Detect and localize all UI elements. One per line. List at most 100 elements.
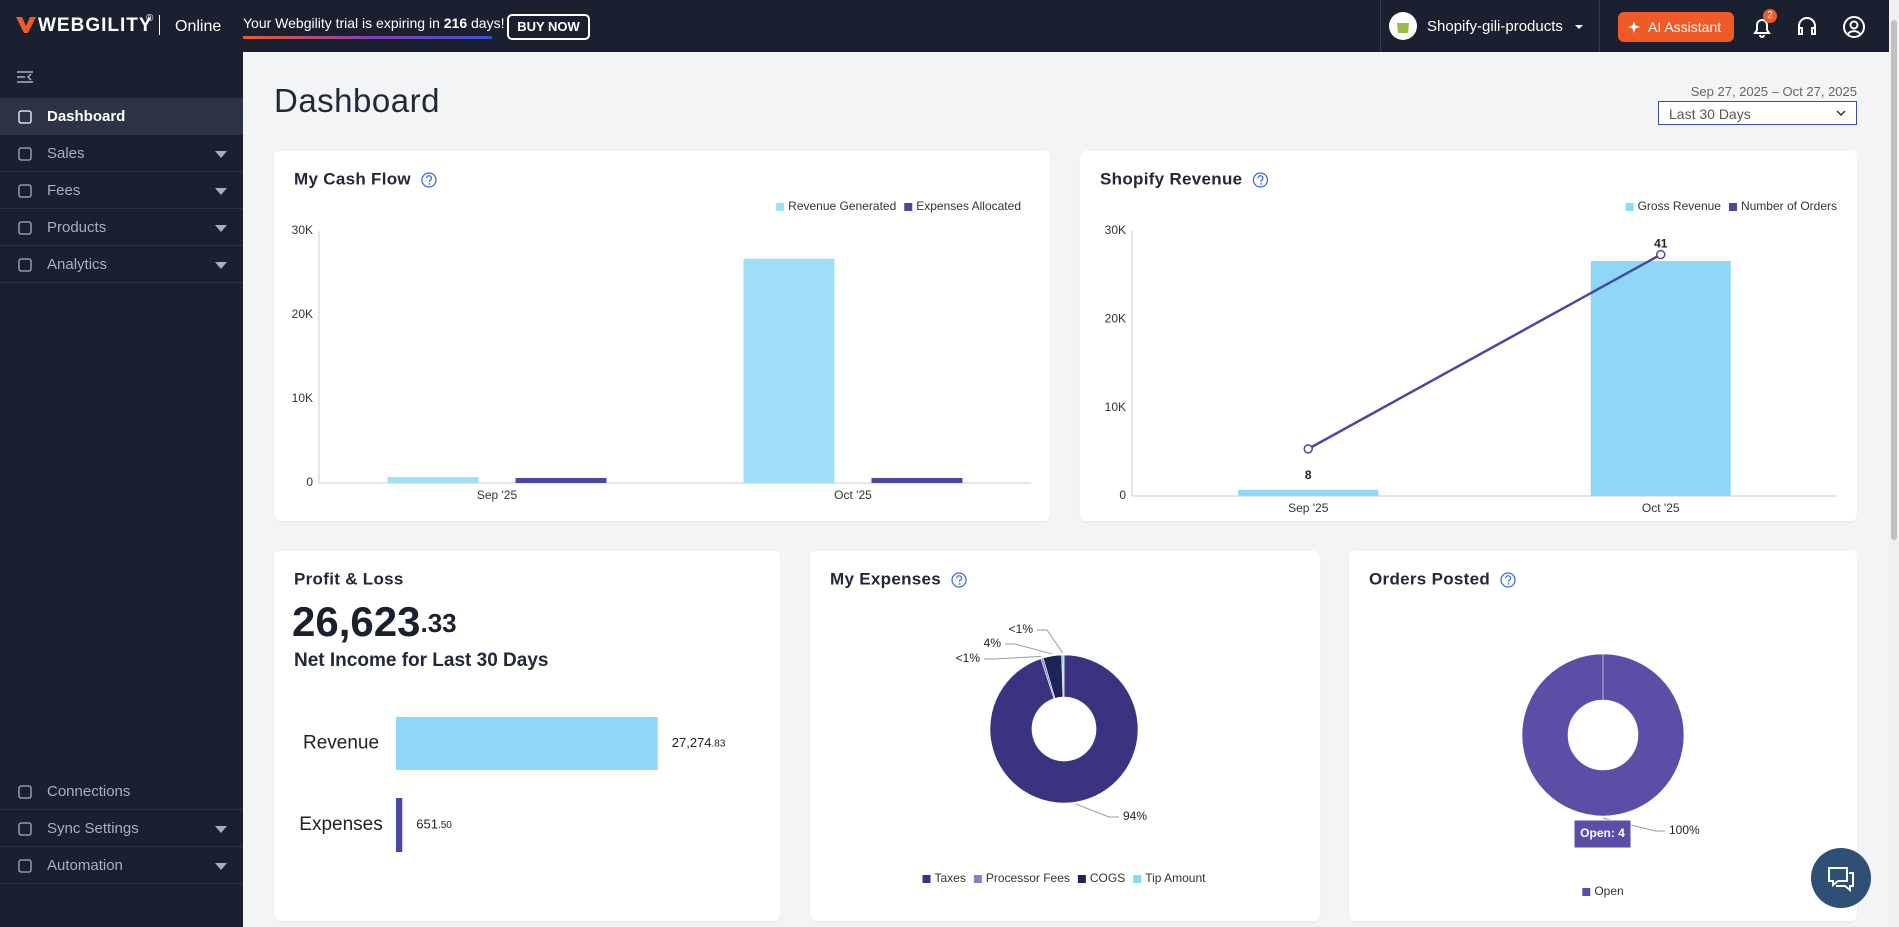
x-tick-label: Oct '25	[1642, 501, 1680, 515]
chat-button[interactable]	[1811, 848, 1871, 908]
ai-assistant-button[interactable]: AI Assistant	[1618, 12, 1734, 42]
nav-item[interactable]: Sales	[0, 135, 243, 172]
expand-caret	[215, 225, 227, 232]
top-bar: WEBGILITY ® Online Your Webgility trial …	[0, 0, 1889, 52]
trial-notice: Your Webgility trial is expiring in 216 …	[243, 15, 504, 31]
legend-swatch	[973, 875, 982, 883]
icon-shape	[18, 110, 32, 124]
help-dot	[958, 583, 961, 585]
nav-label: Products	[47, 219, 107, 236]
nav-label: Automation	[47, 857, 123, 874]
net-income-caption: Net Income for Last 30 Days	[294, 650, 548, 671]
card-title: My Expenses	[830, 569, 941, 588]
trial-days: 216	[443, 15, 468, 31]
y-tick-label: 0	[1119, 488, 1126, 502]
y-tick-label: 20K	[292, 307, 313, 321]
chart: My Cash Flow 0 10K 20K 30K Sep '25 Oct '25 Reve…	[292, 169, 1031, 502]
legend-label: Taxes	[935, 871, 966, 885]
user-icon[interactable]	[1842, 15, 1866, 39]
bell-icon[interactable]	[1750, 15, 1774, 39]
x-tick-label: Sep '25	[477, 488, 518, 502]
help-mark	[426, 175, 433, 182]
pie-slice	[989, 654, 1139, 804]
help-dot	[1260, 183, 1262, 185]
nav-icon	[18, 110, 32, 124]
help-icon[interactable]	[1252, 172, 1269, 188]
sidebar: Dashboard Sales Fees Products Analytics Conne…	[0, 52, 243, 927]
y-tick-label: 30K	[1105, 223, 1126, 237]
expenses-card: My Expenses 94% <1% 4% <1% Taxes Processor Fee…	[810, 551, 1320, 921]
orders-card: Orders Posted 100% Open: 4 Open	[1349, 551, 1857, 921]
help-icon[interactable]	[951, 572, 967, 588]
date-range: Sep 27, 2025 – Oct 27, 2025	[1690, 84, 1857, 99]
legend-label: COGS	[1090, 871, 1125, 885]
legend-swatch	[1133, 875, 1142, 883]
help-icon[interactable]	[421, 172, 437, 188]
legend-item: Expenses Allocated	[904, 199, 1021, 213]
bar	[396, 717, 658, 770]
legend-label: Expenses Allocated	[916, 199, 1021, 213]
scrollbar	[1889, 0, 1899, 927]
store-selector[interactable]: Shopify-gili-products	[1380, 0, 1600, 52]
bar	[871, 477, 963, 483]
help-mark	[956, 575, 963, 582]
bar	[396, 798, 403, 852]
period-select[interactable]: Last 30 Days	[1658, 101, 1857, 125]
trial-unit: days!	[471, 15, 505, 31]
scroll-thumb[interactable]	[1891, 20, 1897, 540]
nav-icon	[18, 258, 32, 272]
tooltip-text: Open: 4	[1580, 826, 1625, 840]
nav-item[interactable]: Automation	[0, 847, 243, 884]
decimal-part: .83	[712, 738, 726, 749]
buy-now-button[interactable]: BUY NOW	[507, 14, 590, 40]
value-label: 27,274.83	[672, 735, 726, 750]
nav-item[interactable]: Fees	[0, 172, 243, 209]
nav-label: Connections	[47, 783, 131, 800]
expand-caret	[215, 826, 227, 833]
help-icon[interactable]	[1500, 572, 1516, 588]
notification-badge: 2	[1763, 9, 1777, 23]
brand-mark: ®	[146, 13, 154, 24]
nav-icon	[18, 822, 32, 836]
help-dot	[1507, 583, 1510, 585]
caret-shape	[215, 225, 227, 232]
nav-item[interactable]: Sync Settings	[0, 810, 243, 847]
leader-line	[1005, 643, 1053, 655]
legend-label: Gross Revenue	[1638, 199, 1722, 213]
y-tick-label: 30K	[292, 223, 313, 237]
support-icon[interactable]	[1795, 15, 1819, 39]
x-tick-label: Oct '25	[834, 488, 872, 502]
nav-label: Sales	[47, 145, 85, 162]
help-dot	[428, 183, 431, 185]
nav-item[interactable]: Products	[0, 209, 243, 246]
y-tick-label: 20K	[1105, 312, 1126, 326]
help-circle	[1252, 172, 1269, 188]
pie-slice	[1061, 654, 1065, 698]
caret	[1836, 110, 1846, 116]
collapse-icon[interactable]	[17, 71, 33, 83]
nav-item[interactable]: Connections	[0, 773, 243, 810]
edition: Online	[175, 18, 222, 35]
data-label: 41	[1654, 237, 1668, 251]
line-point	[1303, 444, 1313, 454]
x-tick-label: Sep '25	[1288, 501, 1329, 515]
legend-item: Gross Revenue	[1625, 199, 1722, 213]
period-value: Last 30 Days	[1669, 106, 1751, 122]
nav-item[interactable]: Analytics	[0, 246, 243, 283]
nav-icon	[18, 221, 32, 235]
brand: WEBGILITY	[38, 15, 153, 36]
nav-item[interactable]: Dashboard	[0, 98, 243, 135]
decimal-part: .50	[438, 820, 452, 831]
caret-shape	[215, 151, 227, 158]
nav-label: Fees	[47, 182, 81, 199]
bar	[387, 477, 479, 483]
line-point	[1656, 249, 1666, 260]
legend-label: Open	[1594, 884, 1623, 898]
legend-item: Tip Amount	[1133, 871, 1206, 885]
profit-loss-card: Profit & Loss 26,623.33 Net Income for L…	[274, 551, 780, 921]
leader-line	[984, 655, 1042, 660]
legend-swatch	[904, 203, 913, 211]
y-tick-label: 10K	[292, 391, 313, 405]
legend-label: Number of Orders	[1741, 199, 1837, 213]
